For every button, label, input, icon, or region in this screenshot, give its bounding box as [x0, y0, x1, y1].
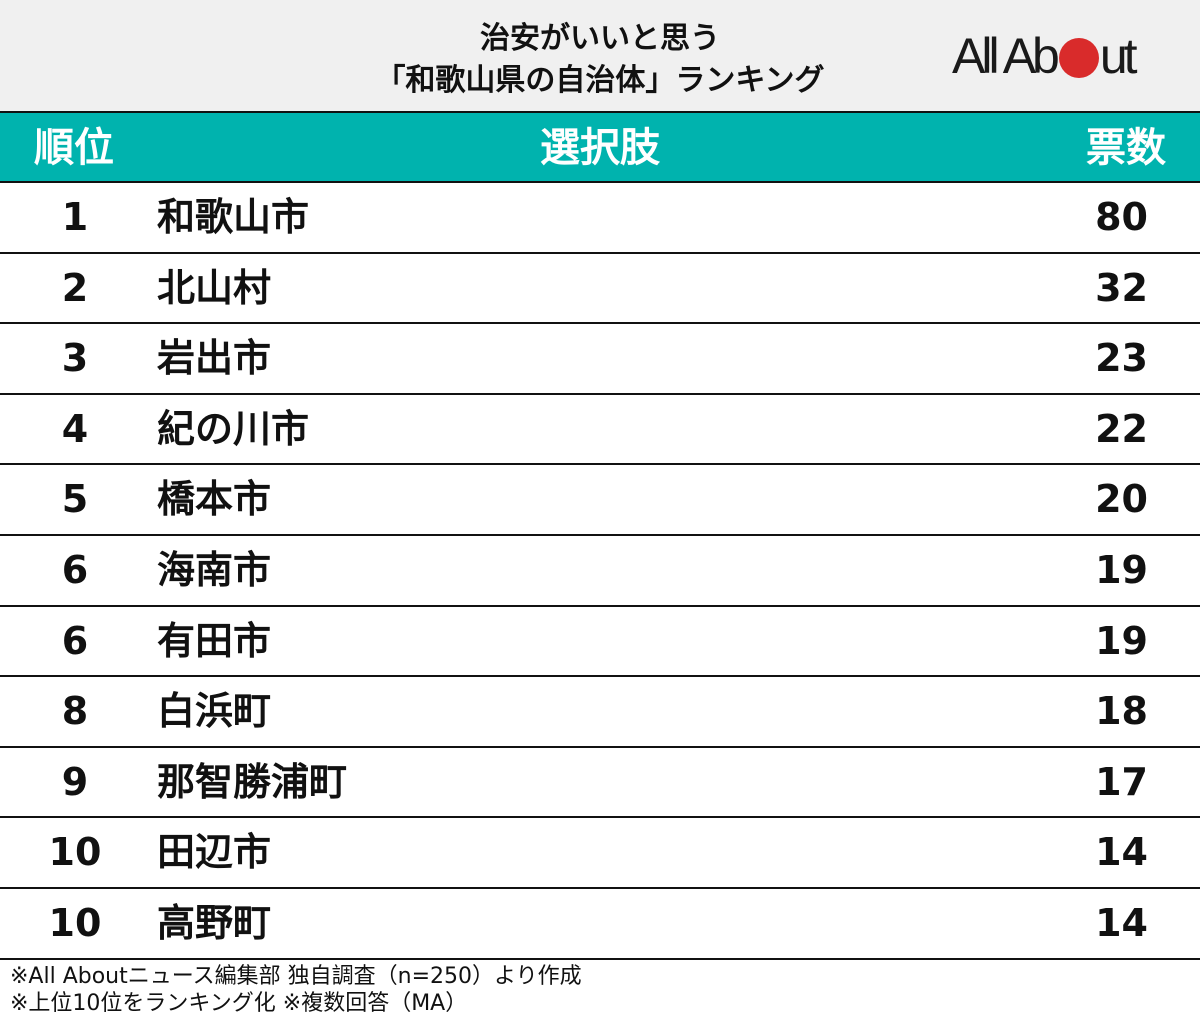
table-row: 6 海南市 19: [0, 536, 1200, 607]
name-cell: 田辺市: [157, 830, 272, 875]
name-cell: 北山村: [157, 265, 272, 310]
name-cell: 海南市: [157, 547, 272, 592]
name-cell: 岩出市: [157, 336, 272, 381]
votes-cell: 14: [1095, 900, 1148, 945]
ranking-table-body: 1 和歌山市 80 2 北山村 32 3 岩出市 23 4 紀の川市 22 5 …: [0, 183, 1200, 960]
votes-cell: 19: [1095, 547, 1148, 592]
title-line-2: 「和歌山県の自治体」ランキング: [375, 63, 825, 98]
rank-cell: 1: [61, 195, 89, 239]
rank-cell: 9: [61, 759, 89, 804]
column-header-votes: 票数: [1086, 125, 1166, 171]
votes-cell: 20: [1095, 477, 1148, 522]
footnotes: ※All Aboutニュース編集部 独自調査（n=250）より作成 ※上位10位…: [10, 963, 582, 1017]
rank-cell: 10: [48, 900, 102, 945]
title-line-1: 治安がいいと思う: [480, 21, 720, 56]
logo-red-dot-icon: [1058, 38, 1099, 78]
name-cell: 高野町: [157, 900, 272, 945]
rank-cell: 6: [61, 618, 89, 663]
chart-title: 治安がいいと思う 「和歌山県の自治体」ランキング: [300, 18, 900, 102]
table-row: 8 白浜町 18: [0, 677, 1200, 748]
table-row: 2 北山村 32: [0, 254, 1200, 325]
table-row: 10 田辺市 14: [0, 818, 1200, 889]
column-header-rank: 順位: [34, 125, 114, 171]
votes-cell: 23: [1095, 336, 1148, 381]
votes-cell: 22: [1095, 406, 1148, 451]
rank-cell: 4: [61, 406, 89, 451]
rank-cell: 8: [61, 689, 89, 734]
rank-cell: 5: [61, 477, 89, 522]
column-header-choice: 選択肢: [540, 125, 660, 171]
rank-cell: 6: [61, 547, 89, 592]
footnote-source: ※All Aboutニュース編集部 独自調査（n=250）より作成: [10, 964, 582, 989]
name-cell: 和歌山市: [157, 195, 310, 239]
logo-text-start: All Ab: [952, 28, 1060, 84]
name-cell: 有田市: [157, 618, 272, 663]
table-row: 5 橋本市 20: [0, 465, 1200, 536]
table-row: 4 紀の川市 22: [0, 395, 1200, 466]
table-row: 6 有田市 19: [0, 607, 1200, 678]
name-cell: 紀の川市: [157, 406, 310, 451]
name-cell: 那智勝浦町: [157, 759, 348, 804]
rank-cell: 10: [48, 830, 102, 875]
name-cell: 白浜町: [157, 689, 272, 734]
footnote-method: ※上位10位をランキング化 ※複数回答（MA）: [10, 991, 468, 1016]
votes-cell: 14: [1095, 830, 1148, 875]
table-header: 選択肢 順位 票数: [0, 111, 1200, 183]
votes-cell: 80: [1095, 195, 1148, 239]
table-row: 10 高野町 14: [0, 889, 1200, 960]
name-cell: 橋本市: [157, 477, 272, 522]
table-row: 3 岩出市 23: [0, 324, 1200, 395]
table-row: 1 和歌山市 80: [0, 183, 1200, 254]
votes-cell: 18: [1095, 689, 1148, 734]
votes-cell: 17: [1095, 759, 1148, 804]
allabout-logo: All Ab ut: [952, 28, 1138, 84]
table-row: 9 那智勝浦町 17: [0, 748, 1200, 819]
votes-cell: 19: [1095, 618, 1148, 663]
title-area: 治安がいいと思う 「和歌山県の自治体」ランキング All Ab ut: [0, 0, 1200, 111]
logo-text-end: ut: [1099, 28, 1138, 84]
votes-cell: 32: [1095, 265, 1148, 310]
rank-cell: 3: [61, 336, 89, 381]
rank-cell: 2: [61, 265, 89, 310]
